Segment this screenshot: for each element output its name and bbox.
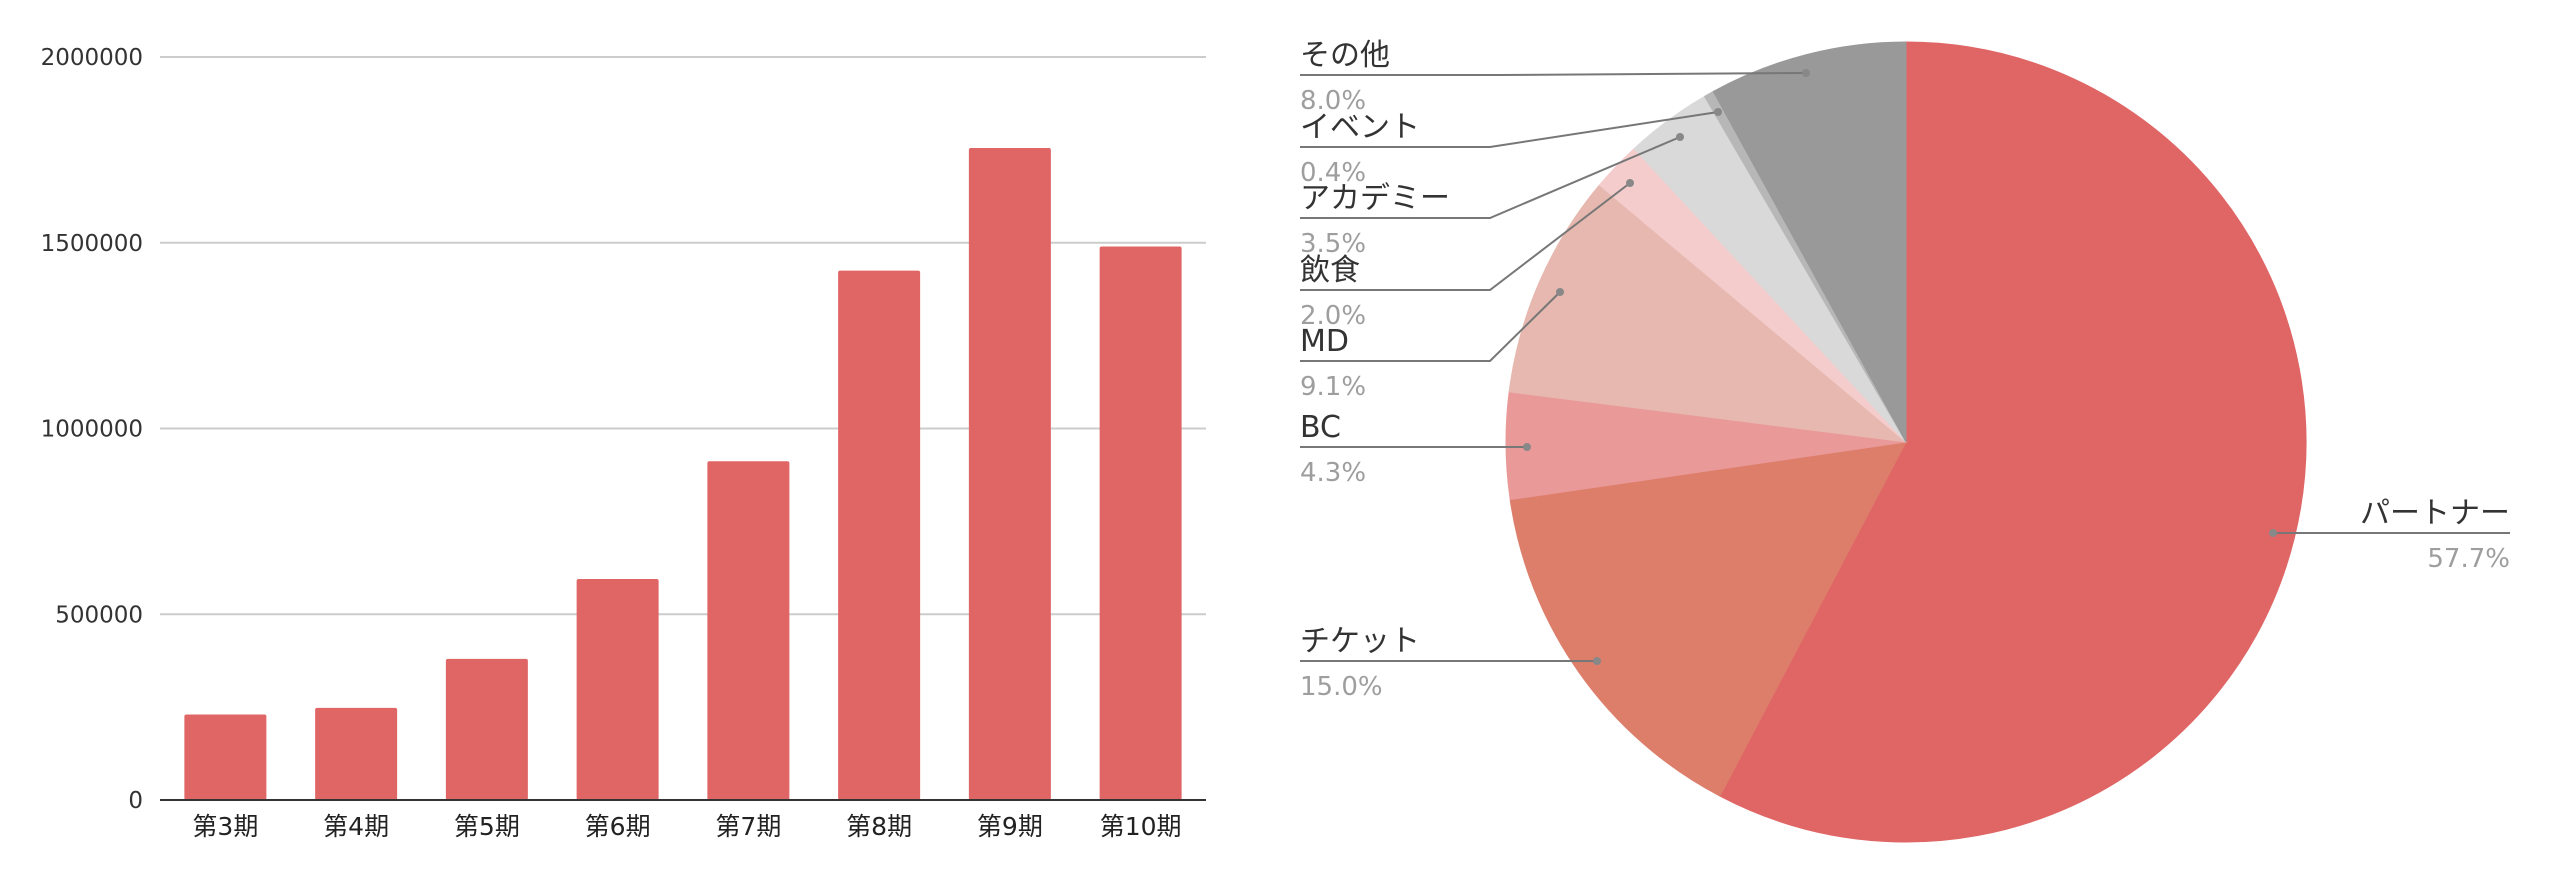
x-tick-label: 第9期 bbox=[977, 812, 1043, 841]
x-tick-label: 第10期 bbox=[1100, 812, 1182, 841]
y-tick-label: 1000000 bbox=[41, 417, 143, 443]
bar bbox=[968, 148, 1051, 800]
slice-percent: 57.7% bbox=[2427, 544, 2510, 574]
bar bbox=[707, 461, 790, 800]
bar bbox=[1099, 246, 1182, 801]
slice-percent: 9.1% bbox=[1300, 372, 1366, 402]
slice-label: イベント bbox=[1300, 110, 1420, 145]
pie-slice bbox=[1505, 391, 1907, 501]
slice-percent: 15.0% bbox=[1300, 672, 1383, 702]
bar bbox=[576, 578, 659, 800]
leader-line bbox=[1300, 136, 1681, 219]
bar-chart: 0 500000 1000000 1500000 2000000 第3期 第4期 第5期 第6期… bbox=[41, 45, 1206, 841]
x-tick-label: 第4期 bbox=[323, 812, 389, 841]
slice-percent: 3.5% bbox=[1300, 229, 1366, 259]
leader-dot bbox=[1593, 657, 1601, 665]
pie-slice bbox=[1509, 441, 1907, 797]
slice-label: パートナー bbox=[2360, 496, 2510, 531]
pie-slice bbox=[1719, 41, 2307, 843]
slice-label: BC bbox=[1300, 410, 1341, 445]
leader-dot bbox=[1676, 133, 1684, 141]
slice-percent: 0.4% bbox=[1300, 158, 1366, 188]
y-tick-label: 500000 bbox=[55, 602, 143, 628]
leader-line bbox=[1300, 182, 1631, 291]
leader-line bbox=[1300, 111, 1719, 148]
x-tick-label: 第7期 bbox=[715, 812, 781, 841]
bar bbox=[184, 714, 267, 800]
slice-percent: 2.0% bbox=[1300, 301, 1366, 331]
x-tick-label: 第3期 bbox=[192, 812, 258, 841]
slice-label: チケット bbox=[1300, 624, 1420, 659]
leader-dot bbox=[2269, 529, 2277, 537]
leader-line bbox=[1300, 72, 1807, 76]
leader-line bbox=[1300, 291, 1561, 362]
x-tick-label: 第6期 bbox=[585, 812, 651, 841]
pie-slice bbox=[1508, 184, 1908, 443]
leader-dot bbox=[1802, 69, 1810, 77]
pie-slice bbox=[1598, 147, 1907, 443]
y-tick-label: 2000000 bbox=[41, 45, 143, 71]
leader-dot bbox=[1523, 443, 1531, 451]
y-tick-label: 1500000 bbox=[41, 231, 143, 257]
leader-dot bbox=[1626, 179, 1634, 187]
slice-label: 飲食 bbox=[1300, 253, 1360, 288]
leader-dot bbox=[1714, 108, 1722, 116]
slice-percent: 8.0% bbox=[1300, 86, 1366, 116]
x-tick-label: 第8期 bbox=[846, 812, 912, 841]
bar bbox=[315, 707, 398, 800]
x-tick-label: 第5期 bbox=[454, 812, 520, 841]
pie-slice bbox=[1633, 95, 1907, 443]
slice-percent: 4.3% bbox=[1300, 458, 1366, 488]
slice-label: その他 bbox=[1300, 38, 1390, 73]
slice-label: MD bbox=[1300, 324, 1349, 359]
pie-slice bbox=[1712, 41, 1907, 443]
bar bbox=[838, 270, 921, 800]
leader-dot bbox=[1556, 288, 1564, 296]
y-tick-label: 0 bbox=[128, 788, 143, 814]
bar bbox=[445, 658, 528, 800]
slice-label: アカデミー bbox=[1300, 181, 1450, 216]
pie-slice bbox=[1703, 90, 1907, 443]
